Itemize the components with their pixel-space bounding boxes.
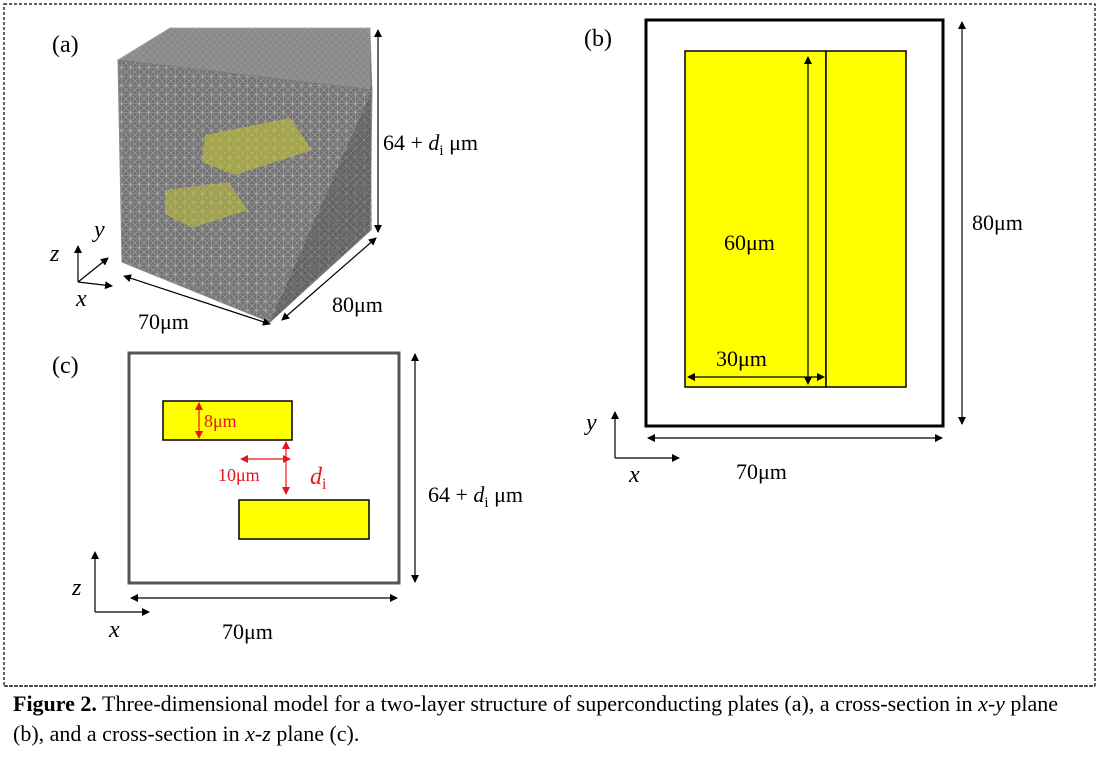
panel-b-label: (b) (584, 26, 612, 52)
inner-height-label: 60μm (724, 230, 775, 255)
axis-y-arrow (77, 257, 109, 283)
axis-x-arrow (77, 281, 113, 290)
axis-y-label-b: y (584, 410, 597, 436)
figure-border (3, 3, 1096, 687)
outer-height-label: 80μm (972, 210, 1023, 235)
mesh-box-side (118, 28, 372, 90)
panel-b: (b) 60μm 30μm 80μm 70μm y x (584, 18, 1023, 488)
axis-z-label-c: z (71, 575, 82, 601)
panel-a-label: (a) (52, 32, 79, 58)
axis-x-label-c: x (108, 617, 120, 643)
caption-text-2: plane (b), and a cross-section in (13, 691, 1059, 746)
caption-text-1: Three-dimensional model for a two-layer … (96, 691, 979, 716)
plate-lower-xz (238, 499, 370, 540)
plate-upper-xz (162, 400, 293, 441)
caption-text-3: plane (c). (270, 721, 360, 746)
height-label-c: 64 + di μm (428, 482, 523, 511)
outer-width-label: 70μm (736, 459, 787, 484)
width-label-c: 70μm (222, 619, 273, 644)
figure-caption: Figure 2. Three-dimensional model for a … (13, 689, 1093, 749)
offset-label: 10μm (218, 465, 260, 485)
depth-label: 80μm (332, 292, 383, 317)
caption-x2: x (245, 721, 255, 746)
axis-y-label: y (92, 217, 105, 243)
plate-left-xy (684, 50, 827, 388)
inner-width-label: 30μm (716, 346, 767, 371)
mesh-plate-upper (202, 118, 312, 175)
caption-sep1: - (987, 691, 996, 716)
caption-x1: x (978, 691, 988, 716)
depth-dimension-arrow (281, 237, 377, 321)
caption-sep2: - (254, 721, 263, 746)
panel-a: (a) 64 + di μm 70μm 80μm z y x (49, 27, 478, 334)
thickness-label: 8μm (204, 411, 237, 431)
figure-label: Figure 2. (13, 691, 97, 716)
axis-x-label: x (75, 286, 87, 312)
mesh-plate-lower (165, 182, 248, 228)
width-dimension-arrow (123, 274, 271, 326)
width-label: 70μm (138, 309, 189, 334)
gap-label: di (310, 464, 327, 493)
panel-c-label: (c) (52, 353, 79, 379)
height-label: 64 + di μm (383, 130, 478, 159)
plate-right-xy (825, 50, 907, 388)
panel-c: (c) 8μm 10μm di 64 + di μm 70μm z x (52, 351, 523, 644)
axis-x-label-b: x (628, 462, 640, 488)
axis-z-label: z (49, 241, 60, 267)
outer-boundary-xz (127, 351, 401, 585)
mesh-box (116, 27, 373, 323)
caption-y1: y (995, 691, 1005, 716)
caption-z2: z (262, 721, 271, 746)
